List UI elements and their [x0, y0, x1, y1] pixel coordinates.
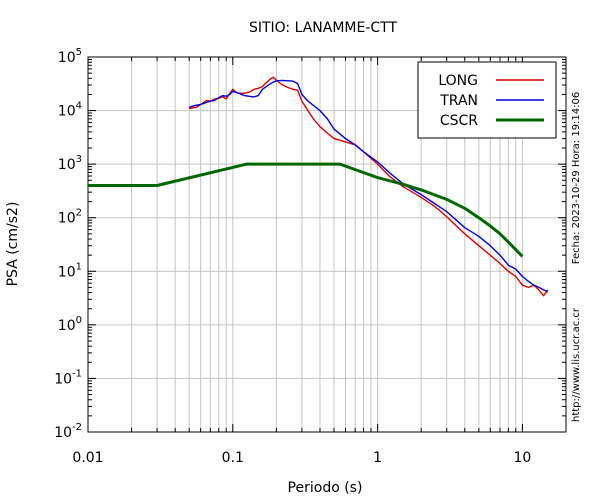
y-tick-label: 104 — [58, 101, 82, 120]
series-line-tran — [188, 79, 549, 293]
legend-label-long: LONG — [438, 73, 478, 89]
x-tick-labels: 0.01 0.1 1 10 — [72, 450, 531, 466]
y-tick-label: 103 — [58, 154, 82, 173]
y-tick-labels: 10-2 10-1 100 101 102 103 104 105 — [54, 47, 82, 441]
date-time-text: Fecha: 2023-10-29 Hora: 19:14:06 — [571, 92, 582, 265]
plot-frame — [87, 56, 567, 433]
x-tick-label: 0.1 — [222, 450, 244, 466]
legend-label-cscr: CSCR — [440, 113, 478, 129]
x-axis-label: Periodo (s) — [288, 480, 363, 496]
url-text: http://www.lis.ucr.ac.cr — [571, 307, 582, 422]
chart-title: SITIO: LANAMME-CTT — [249, 20, 398, 36]
y-tick-label: 10-1 — [54, 368, 82, 387]
legend: LONG TRAN CSCR — [417, 61, 557, 139]
y-tick-label: 102 — [58, 208, 82, 227]
y-axis-label: PSA (cm/s2) — [5, 202, 21, 287]
x-tick-label: 0.01 — [72, 450, 103, 466]
legend-label-tran: TRAN — [439, 93, 478, 109]
series-lines — [88, 76, 549, 297]
series-line-cscr — [88, 162, 524, 258]
grid-lines — [88, 57, 566, 432]
y-tick-label: 101 — [58, 261, 82, 280]
x-tick-label: 10 — [513, 450, 531, 466]
axis-tick-marks — [87, 56, 566, 433]
x-tick-label: 1 — [373, 450, 382, 466]
y-tick-label: 105 — [58, 47, 82, 66]
y-tick-label: 10-2 — [54, 422, 82, 441]
y-tick-label: 100 — [58, 315, 82, 334]
